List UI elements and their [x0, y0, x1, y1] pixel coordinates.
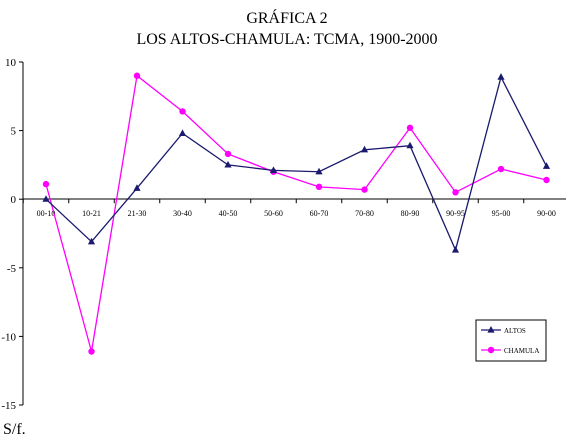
data-point-altos [87, 237, 96, 245]
data-point-altos [133, 184, 141, 191]
legend-marker-altos [487, 326, 495, 333]
x-axis-ticks: 00-10 10-21 21-30 30-40 40-50 50-60 60-70 70-80… [22, 199, 556, 218]
legend-entry-altos: ALTOS [481, 326, 526, 335]
data-point-altos [451, 245, 460, 253]
data-point-altos [315, 167, 323, 175]
series-line-chamula [45, 74, 547, 352]
x-tick-label: 21-30 [128, 209, 147, 218]
data-point-chamula [315, 183, 323, 191]
data-point-chamula [543, 176, 550, 184]
y-axis-ticks: 10 5 0 -5 -10 -15 [1, 57, 23, 412]
x-tick-label: 70-80 [355, 209, 374, 218]
data-point-chamula [497, 165, 505, 173]
y-tick-label: 10 [5, 57, 17, 69]
data-point-chamula [361, 186, 368, 193]
series-line-altos [45, 75, 548, 252]
series-altos [42, 73, 551, 253]
data-point-chamula [42, 180, 50, 188]
data-point-altos [269, 166, 278, 173]
x-tick-label: 30-40 [173, 209, 192, 218]
legend-entry-chamula: CHAMULA [481, 346, 539, 355]
chart-title-block: GRÁFICA 2 LOS ALTOS-CHAMULA: TCMA, 1900-… [0, 8, 574, 50]
data-point-altos [406, 141, 414, 149]
data-point-altos [178, 129, 187, 136]
data-point-altos [224, 160, 232, 168]
series-layer [42, 72, 551, 355]
chart-subtitle: LOS ALTOS-CHAMULA: TCMA, 1900-2000 [136, 31, 438, 48]
data-point-chamula [179, 108, 186, 115]
data-point-chamula [406, 124, 414, 132]
data-point-chamula [452, 189, 459, 196]
x-tick-label: 60-70 [310, 209, 329, 218]
legend-box [475, 319, 547, 362]
x-tick-label: 80-90 [401, 209, 420, 218]
x-tick-label: 00-10 [37, 209, 56, 218]
y-tick-label: -5 [7, 263, 17, 275]
data-point-chamula [133, 72, 141, 79]
x-tick-label: 40-50 [219, 209, 238, 218]
data-point-altos [42, 195, 50, 202]
x-tick-label: 50-60 [264, 209, 283, 218]
x-tick-label: 10-21 [82, 209, 101, 218]
x-tick-label: 90-00 [537, 209, 556, 218]
y-tick-label: 0 [11, 194, 17, 206]
data-point-chamula [88, 348, 95, 355]
data-point-chamula [224, 150, 232, 158]
series-chamula [42, 72, 550, 355]
source-note: S/f. [3, 421, 26, 438]
legend: ALTOS CHAMULA [475, 319, 547, 362]
data-point-altos [542, 162, 551, 169]
y-tick-label: 5 [11, 126, 17, 138]
x-tick-label: 90-95 [446, 209, 465, 218]
x-tick-label: 95-00 [492, 209, 511, 218]
y-tick-label: -10 [1, 331, 16, 343]
y-tick-label: -15 [1, 400, 16, 412]
legend-label-altos: ALTOS [504, 327, 526, 335]
legend-label-chamula: CHAMULA [504, 347, 539, 355]
chart-title: GRÁFICA 2 [246, 10, 328, 27]
legend-marker-chamula [487, 346, 495, 354]
data-point-altos [497, 73, 505, 80]
data-point-altos [360, 145, 369, 153]
